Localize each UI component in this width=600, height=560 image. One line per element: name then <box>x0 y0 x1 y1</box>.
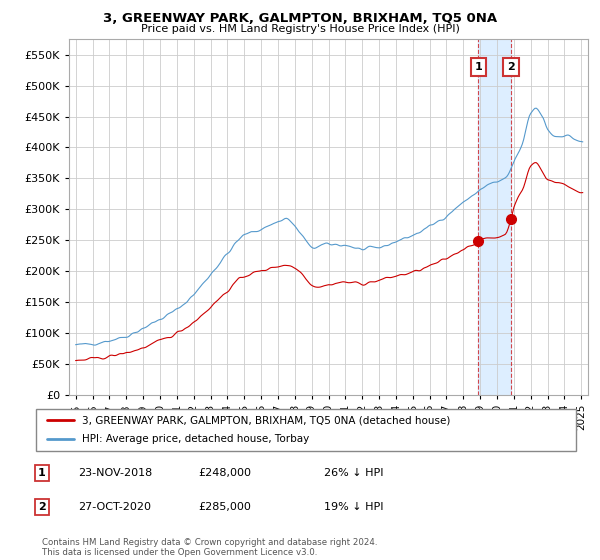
Text: £248,000: £248,000 <box>198 468 251 478</box>
Text: 2: 2 <box>507 62 515 72</box>
Bar <box>478 39 511 395</box>
Text: 23-NOV-2018: 23-NOV-2018 <box>78 468 152 478</box>
Text: 27-OCT-2020: 27-OCT-2020 <box>78 502 151 512</box>
Text: 1: 1 <box>38 468 46 478</box>
Text: £285,000: £285,000 <box>198 502 251 512</box>
Text: 3, GREENWAY PARK, GALMPTON, BRIXHAM, TQ5 0NA: 3, GREENWAY PARK, GALMPTON, BRIXHAM, TQ5… <box>103 12 497 25</box>
Text: 26% ↓ HPI: 26% ↓ HPI <box>324 468 383 478</box>
Text: 3, GREENWAY PARK, GALMPTON, BRIXHAM, TQ5 0NA (detached house): 3, GREENWAY PARK, GALMPTON, BRIXHAM, TQ5… <box>82 415 450 425</box>
Text: 1: 1 <box>475 62 482 72</box>
FancyBboxPatch shape <box>36 409 576 451</box>
Text: Contains HM Land Registry data © Crown copyright and database right 2024.
This d: Contains HM Land Registry data © Crown c… <box>42 538 377 557</box>
Text: Price paid vs. HM Land Registry's House Price Index (HPI): Price paid vs. HM Land Registry's House … <box>140 24 460 34</box>
Text: 2: 2 <box>38 502 46 512</box>
Text: 19% ↓ HPI: 19% ↓ HPI <box>324 502 383 512</box>
Text: HPI: Average price, detached house, Torbay: HPI: Average price, detached house, Torb… <box>82 435 309 445</box>
